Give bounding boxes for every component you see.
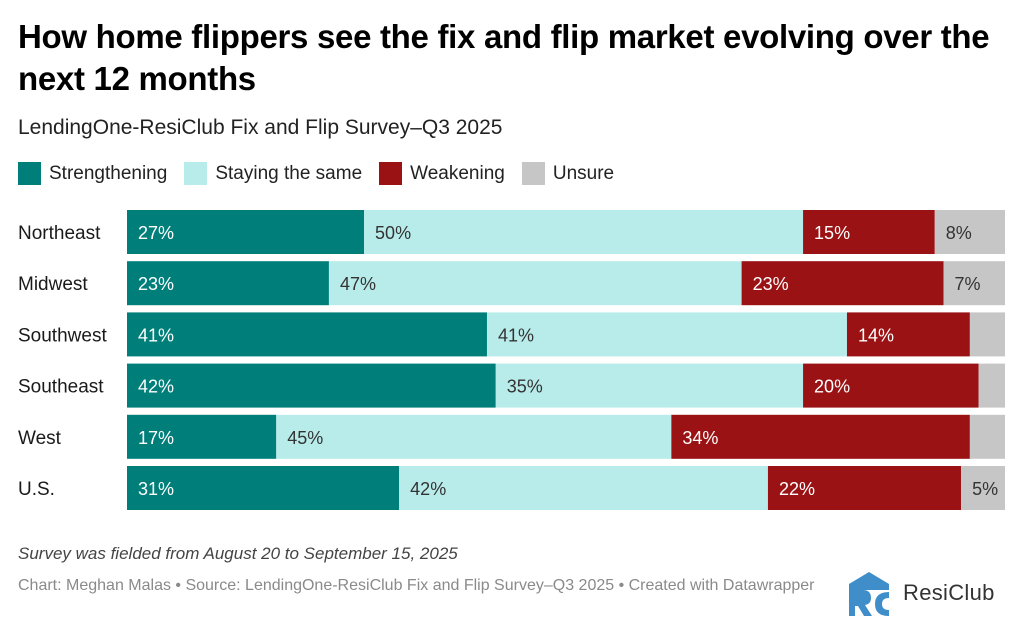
legend-label: Strengthening xyxy=(49,162,168,184)
bar-segment-staying-the-same xyxy=(495,363,804,408)
bar-segment-unsure xyxy=(961,466,1005,510)
legend-swatch xyxy=(521,162,545,185)
bar-segment-unsure xyxy=(969,414,1005,459)
category-label: Southwest xyxy=(18,325,107,346)
chart-credits: Chart: Meghan Malas • Source: LendingOne… xyxy=(18,577,815,594)
data-label: 45% xyxy=(287,428,323,448)
legend-swatch xyxy=(18,162,41,185)
category-label: West xyxy=(18,428,62,449)
bar-segment-unsure xyxy=(943,261,1005,306)
legend-item-strengthening: Strengthening xyxy=(18,162,167,185)
legend-label: Weakening xyxy=(410,162,505,184)
chart-subtitle: LendingOne-ResiClub Fix and Flip Survey–… xyxy=(18,116,503,139)
legend-swatch xyxy=(184,162,208,185)
bar-segment-weakening xyxy=(803,363,979,408)
bar-segment-strengthening xyxy=(127,414,277,459)
bar-segment-weakening xyxy=(767,466,962,510)
data-label: 41% xyxy=(138,325,174,345)
legend-item-unsure: Unsure xyxy=(521,162,615,185)
bar-segment-weakening xyxy=(846,312,970,357)
chart-title: How home flippers see the fix and flip m… xyxy=(18,18,990,97)
bar-segment-unsure xyxy=(969,312,1005,357)
legend-label: Staying the same xyxy=(215,162,363,184)
data-label: 27% xyxy=(138,223,174,243)
data-label: 14% xyxy=(858,325,894,345)
data-label: 23% xyxy=(753,274,789,294)
resiclub-logo-icon xyxy=(849,572,889,616)
bar-segment-strengthening xyxy=(127,466,400,510)
bar-segment-unsure xyxy=(934,210,1005,254)
data-label: 41% xyxy=(498,325,534,345)
data-label: 47% xyxy=(340,274,376,294)
bar-segment-weakening xyxy=(671,414,970,459)
data-label: 34% xyxy=(682,428,718,448)
data-label: 17% xyxy=(138,428,174,448)
survey-note: Survey was fielded from August 20 to Sep… xyxy=(18,544,458,563)
data-label: 35% xyxy=(507,377,543,397)
bar-segment-staying-the-same xyxy=(399,466,768,510)
data-label: 8% xyxy=(946,223,972,243)
bar-segment-strengthening xyxy=(127,312,487,357)
category-label: Southeast xyxy=(18,377,104,398)
resiclub-logo: ResiClub xyxy=(845,570,995,616)
legend-item-staying-the-same: Staying the same xyxy=(184,162,362,185)
bar-segment-staying-the-same xyxy=(328,261,742,306)
bar-segment-staying-the-same xyxy=(276,414,672,459)
resiclub-logo-text: ResiClub xyxy=(903,580,995,605)
data-label: 5% xyxy=(972,479,998,499)
category-label: Midwest xyxy=(18,274,88,295)
stacked-bar-chart: Northeast 27% 50% 15% 8% Midwest 23% 47% 23% 7% So… xyxy=(18,210,1005,510)
data-label: 7% xyxy=(955,274,981,294)
data-label: 50% xyxy=(375,223,411,243)
bar-segment-strengthening xyxy=(127,363,496,408)
legend-item-weakening: Weakening xyxy=(379,162,505,185)
data-label: 23% xyxy=(138,274,174,294)
bar-segment-unsure xyxy=(978,363,1005,408)
bar-segment-strengthening xyxy=(127,261,329,306)
category-label: U.S. xyxy=(18,479,55,500)
data-label: 42% xyxy=(410,479,446,499)
bar-segment-staying-the-same xyxy=(364,210,804,254)
data-label: 22% xyxy=(779,479,815,499)
data-label: 31% xyxy=(138,479,174,499)
legend: Strengthening Staying the same Weakening… xyxy=(18,162,631,185)
legend-label: Unsure xyxy=(552,162,615,184)
bar-segment-staying-the-same xyxy=(486,312,847,357)
bar-segment-strengthening xyxy=(127,210,365,254)
category-label: Northeast xyxy=(18,223,101,244)
bar-segment-weakening xyxy=(803,210,935,254)
legend-swatch xyxy=(379,162,403,185)
data-label: 20% xyxy=(814,377,850,397)
data-label: 42% xyxy=(138,377,174,397)
data-label: 15% xyxy=(814,223,850,243)
bar-segment-weakening xyxy=(741,261,944,306)
